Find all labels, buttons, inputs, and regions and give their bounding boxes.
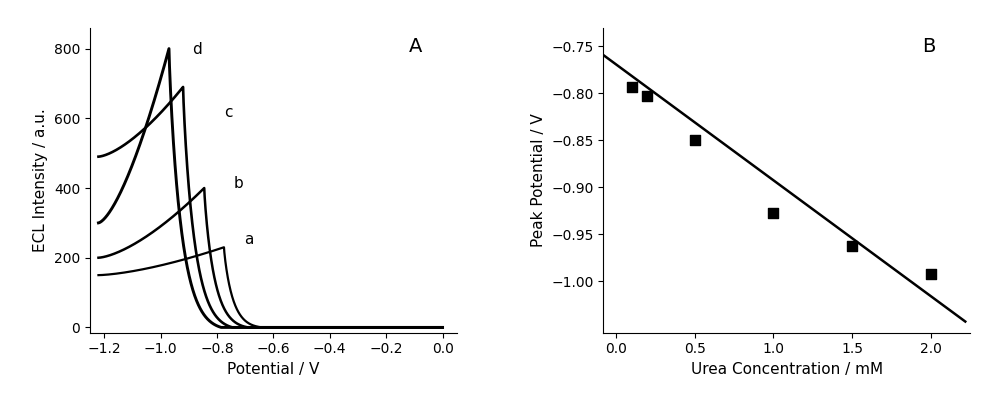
Point bbox=[687, 137, 703, 143]
X-axis label: Potential / V: Potential / V bbox=[227, 362, 320, 377]
Text: d: d bbox=[192, 42, 202, 57]
X-axis label: Urea Concentration / mM: Urea Concentration / mM bbox=[691, 362, 883, 377]
Text: c: c bbox=[224, 105, 232, 120]
Y-axis label: Peak Potential / V: Peak Potential / V bbox=[531, 113, 546, 247]
Text: B: B bbox=[922, 37, 936, 56]
Point bbox=[844, 243, 860, 249]
Point bbox=[639, 93, 655, 99]
Text: b: b bbox=[234, 176, 244, 191]
Point bbox=[624, 84, 640, 90]
Point bbox=[923, 270, 939, 277]
Text: A: A bbox=[409, 37, 422, 56]
Y-axis label: ECL Intensity / a.u.: ECL Intensity / a.u. bbox=[33, 108, 48, 252]
Text: a: a bbox=[244, 232, 253, 247]
Point bbox=[765, 209, 781, 216]
